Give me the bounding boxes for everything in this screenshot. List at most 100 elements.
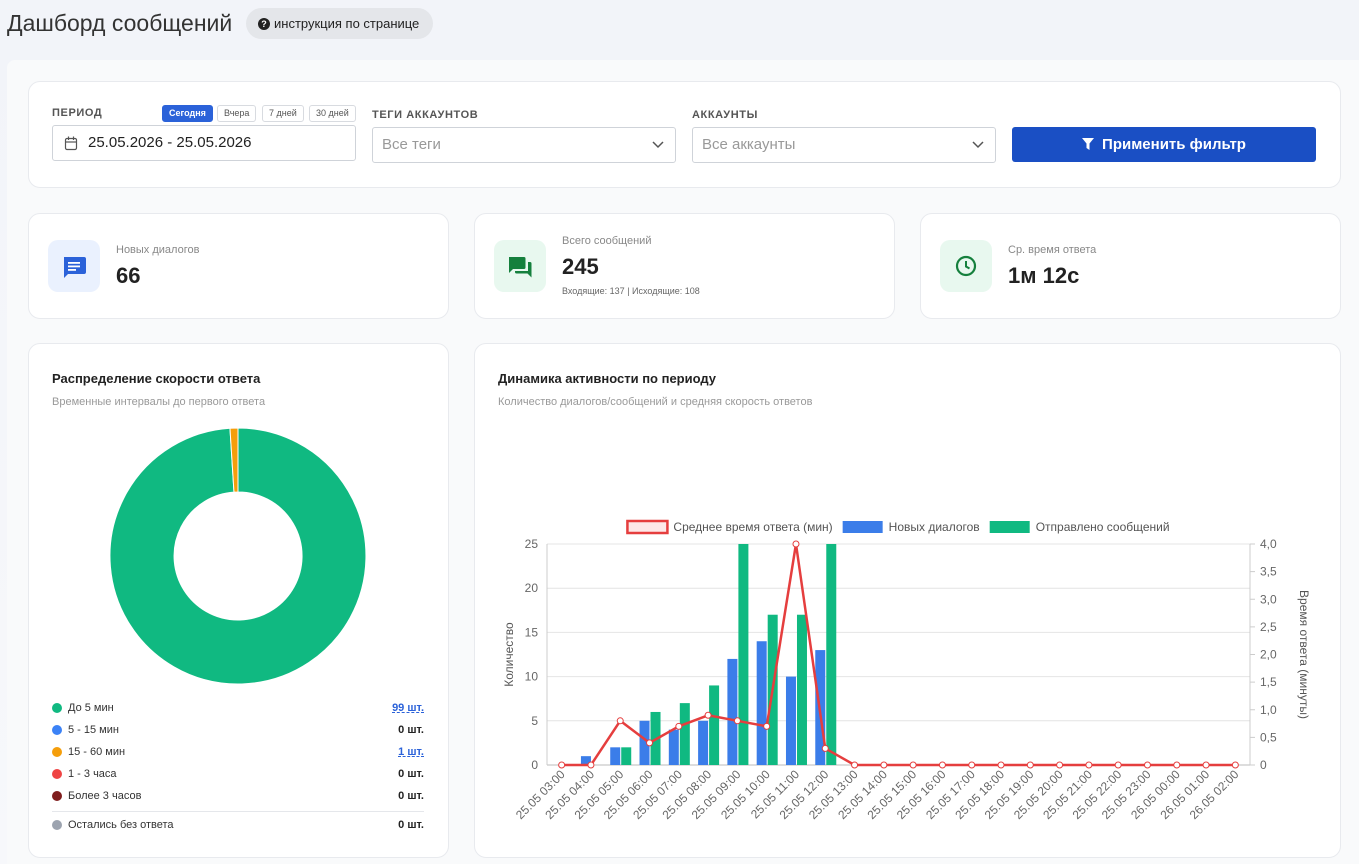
bar: [639, 720, 650, 765]
chevron: [652, 141, 664, 149]
tags-label: ТЕГИ АККАУНТОВ: [372, 109, 479, 121]
stat-icon: [48, 240, 100, 292]
legend-label: Новых диалогов: [889, 520, 980, 534]
bar: [679, 703, 690, 765]
line-point: [968, 761, 976, 769]
chart-subtitle: Временные интервалы до первого ответа: [52, 396, 266, 408]
combo-card: [474, 343, 1341, 858]
bar: [580, 756, 591, 765]
legend-item: 15 - 60 мин 1 шт.: [52, 743, 424, 761]
legend-item: 1 - 3 часа 0 шт.: [52, 765, 424, 783]
legend-separator: [52, 811, 424, 812]
legend-label: 5 - 15 мин: [68, 724, 119, 736]
legend-swatch: [52, 725, 62, 735]
legend-value: 0 шт.: [398, 819, 424, 831]
donut-chart: [109, 427, 367, 685]
line-point: [909, 761, 917, 769]
y2-tick-label: 1,0: [1260, 703, 1277, 717]
line-point: [880, 761, 888, 769]
legend: Среднее время ответа (мин) Новых диалогов…: [626, 519, 1170, 535]
quick-range[interactable]: Сегодня: [162, 105, 213, 122]
line-point: [1114, 761, 1122, 769]
legend-item: Более 3 часов 0 шт.: [52, 787, 424, 805]
help-button[interactable]: инструкция по странице: [246, 8, 434, 39]
quick-range[interactable]: 30 дней: [309, 105, 356, 122]
line-point: [733, 717, 741, 725]
line-point: [1056, 761, 1064, 769]
line-point: [851, 761, 859, 769]
legend-label: 1 - 3 часа: [68, 768, 117, 780]
legend-swatch: [52, 747, 62, 757]
bar: [621, 747, 632, 765]
combo-chart: 0 5 10 15 20 25 0 0,5 1,0 1,5 2,0 2,5 3,0 3,5 4,0 Колич…: [502, 519, 1311, 822]
stat-label: Новых диалогов: [116, 244, 200, 256]
accounts-label: АККАУНТЫ: [692, 109, 758, 121]
y-tick-label: 20: [525, 581, 539, 595]
chart-title: Распределение скорости ответа: [52, 371, 261, 386]
y2-tick-label: 0,5: [1260, 730, 1277, 744]
legend-value: 0 шт.: [398, 724, 424, 736]
legend-label: Более 3 часов: [68, 790, 142, 802]
line-point: [792, 540, 800, 548]
line-point: [1231, 761, 1239, 769]
stat-label: Всего сообщений: [562, 235, 652, 247]
legend-swatch: [842, 521, 883, 533]
legend-value[interactable]: 99 шт.: [392, 702, 424, 714]
apply-text: Применить фильтр: [1102, 136, 1246, 153]
period-label: ПЕРИОД: [52, 107, 103, 119]
line-point: [704, 711, 712, 719]
legend-label: Остались без ответа: [68, 819, 174, 831]
line-point: [1173, 761, 1181, 769]
date-input[interactable]: 25.05.2026 - 25.05.2026: [52, 125, 356, 161]
bar: [796, 614, 807, 765]
legend-value: 0 шт.: [398, 768, 424, 780]
line-point: [616, 717, 624, 725]
legend-item: Остались без ответа 0 шт.: [52, 816, 424, 834]
y-tick-label: 10: [525, 670, 539, 684]
y2-tick-label: 0: [1260, 758, 1267, 772]
bar: [727, 658, 738, 765]
legend-value: 0 шт.: [398, 790, 424, 802]
legend-swatch: [52, 703, 62, 713]
calendar-icon: [64, 136, 78, 151]
y2-tick-label: 2,0: [1260, 648, 1277, 662]
line-point: [558, 761, 566, 769]
line-point: [938, 761, 946, 769]
y2-axis-label: Время ответа (минуты): [1297, 590, 1311, 719]
legend-swatch: [52, 769, 62, 779]
y-axis-label: Количество: [502, 622, 516, 687]
accounts-select[interactable]: Все аккаунты: [692, 127, 996, 163]
filter-icon: [1082, 138, 1095, 150]
legend-value[interactable]: 1 шт.: [398, 746, 424, 758]
bar: [826, 544, 837, 765]
stat-icon: [494, 240, 546, 292]
line-point: [675, 722, 683, 730]
y2-tick-label: 4,0: [1260, 537, 1277, 551]
legend-item: До 5 мин 99 шт.: [52, 699, 424, 717]
line-point: [1202, 761, 1210, 769]
stat-value: 1м 12с: [1008, 263, 1080, 288]
stat-icon: [940, 240, 992, 292]
legend-label: Отправлено сообщений: [1036, 520, 1170, 534]
apply-button[interactable]: Применить фильтр: [1012, 127, 1316, 162]
legend-swatch: [52, 820, 62, 830]
bar: [756, 641, 767, 765]
chart-title: Динамика активности по периоду: [498, 371, 717, 386]
line-point: [587, 761, 595, 769]
legend-label: До 5 мин: [68, 702, 114, 714]
line-point: [763, 722, 771, 730]
line-series: [561, 542, 1236, 767]
stat-detail: Входящие: 137 | Исходящие: 108: [562, 286, 700, 296]
line-point: [1085, 761, 1093, 769]
bar: [709, 685, 720, 765]
quick-range[interactable]: Вчера: [217, 105, 257, 122]
quick-range[interactable]: 7 дней: [262, 105, 304, 122]
line-point: [646, 739, 654, 747]
tags-select[interactable]: Все теги: [372, 127, 676, 163]
y2-tick-label: 3,0: [1260, 592, 1277, 606]
line-point: [997, 761, 1005, 769]
line-point: [1143, 761, 1151, 769]
y2-tick-label: 3,5: [1260, 565, 1277, 579]
y2-tick-label: 2,5: [1260, 620, 1277, 634]
